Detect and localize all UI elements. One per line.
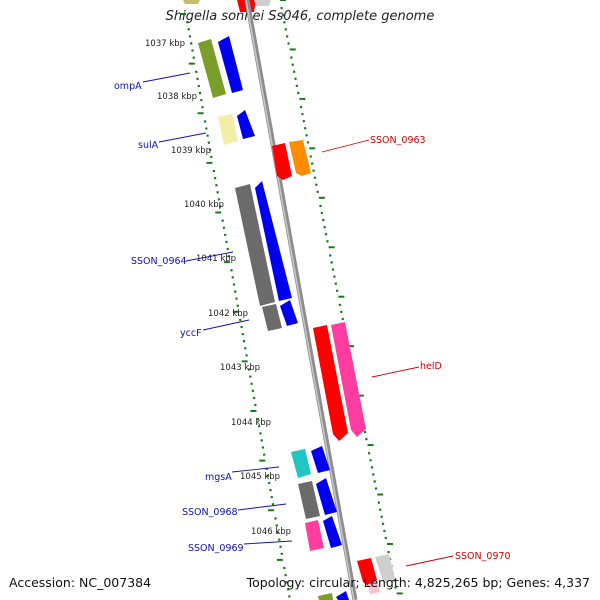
reverse-genes xyxy=(272,140,395,594)
gene-label-sulA: sulA xyxy=(138,140,159,151)
gene-label-SSON_0968: SSON_0968 xyxy=(182,507,238,518)
gene-label-SSON_0970: SSON_0970 xyxy=(455,551,511,562)
tick-label: 1041 kbp xyxy=(196,254,236,264)
diagram-title: Shigella sonnei Ss046, complete genome xyxy=(165,9,435,24)
gene-SSON_0969[interactable] xyxy=(305,516,342,551)
gene-SSON_0968[interactable] xyxy=(298,478,337,519)
gene-helD[interactable] xyxy=(313,322,366,441)
gene-label-SSON_0964: SSON_0964 xyxy=(131,256,187,267)
top-partial-features xyxy=(183,0,271,12)
forward-genes xyxy=(198,36,349,600)
tick-labels: 1037 kbp 1038 kbp 1039 kbp 1040 kbp 1041… xyxy=(145,39,291,537)
bottom-partial-features xyxy=(318,591,349,600)
tick-label: 1044 kbp xyxy=(231,418,271,428)
gene-label-helD: helD xyxy=(420,361,442,372)
gene-SSON_0963[interactable] xyxy=(272,140,311,180)
gene-sulA[interactable] xyxy=(218,110,255,145)
tick-label: 1037 kbp xyxy=(145,39,185,49)
forward-gene-labels: ompA sulA SSON_0964 yccF mgsA SSON_0968 … xyxy=(114,72,293,554)
gene-yccF[interactable] xyxy=(262,300,298,331)
gene-SSON_0970[interactable] xyxy=(357,554,395,594)
tick-label: 1045 kbp xyxy=(240,472,280,482)
reverse-gene-labels: SSON_0963 helD SSON_0970 xyxy=(321,135,511,567)
tick-label: 1039 kbp xyxy=(171,146,211,156)
forward-scale xyxy=(180,13,291,598)
tick-label: 1042 kbp xyxy=(208,309,248,319)
gene-label-SSON_0963: SSON_0963 xyxy=(370,135,426,146)
gene-mgsA[interactable] xyxy=(291,446,330,478)
tick-label: 1040 kbp xyxy=(184,200,224,210)
genome-axis xyxy=(244,0,358,600)
gene-label-yccF: yccF xyxy=(180,328,202,339)
tick-label: 1043 kbp xyxy=(220,363,260,373)
gene-label-mgsA: mgsA xyxy=(205,472,232,483)
gene-label-SSON_0969: SSON_0969 xyxy=(188,543,244,554)
gene-ompA[interactable] xyxy=(198,36,243,98)
tick-label: 1046 kbp xyxy=(251,527,291,537)
topology-text: Topology: circular; Length: 4,825,265 bp… xyxy=(246,575,590,590)
accession-text: Accession: NC_007384 xyxy=(9,575,152,590)
tick-label: 1038 kbp xyxy=(157,92,197,102)
gene-SSON_0964[interactable] xyxy=(235,181,292,306)
gene-label-ompA: ompA xyxy=(114,81,142,92)
